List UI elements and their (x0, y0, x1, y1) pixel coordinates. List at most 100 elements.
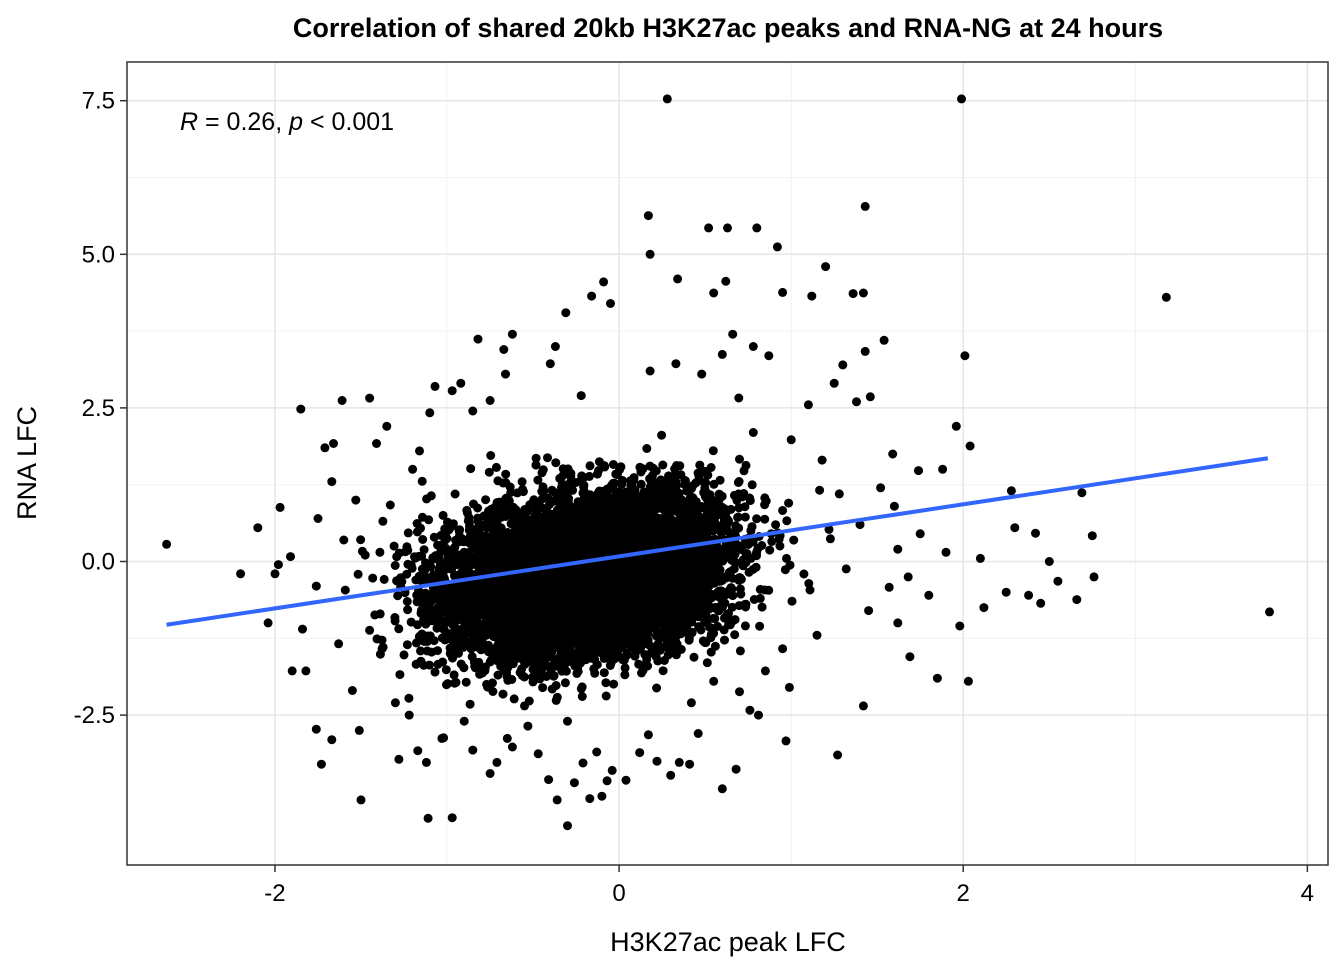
data-point (481, 495, 491, 505)
data-point (450, 678, 460, 688)
data-point (700, 466, 710, 476)
data-point (562, 491, 572, 501)
data-point (421, 558, 430, 568)
data-point (757, 602, 767, 612)
data-point (657, 430, 667, 440)
data-point (671, 469, 680, 479)
data-point (533, 475, 543, 485)
data-point (521, 525, 531, 535)
data-point (537, 487, 547, 496)
data-point (533, 520, 543, 530)
data-point (740, 621, 750, 631)
data-point (709, 479, 719, 489)
data-point (443, 679, 453, 689)
data-point (691, 478, 701, 488)
data-point (402, 569, 412, 579)
data-point (438, 510, 448, 520)
data-point (714, 495, 724, 505)
data-point (753, 543, 763, 553)
data-point (676, 498, 686, 508)
data-point (647, 471, 657, 481)
data-point (747, 537, 757, 547)
data-point (449, 670, 459, 680)
data-point (506, 488, 516, 497)
data-point (394, 624, 404, 634)
chart-title: Correlation of shared 20kb H3K27ac peaks… (293, 13, 1163, 43)
data-point (555, 532, 565, 542)
data-point (517, 477, 527, 487)
data-point (664, 471, 673, 481)
data-point (761, 496, 771, 506)
data-point (492, 518, 502, 528)
data-point (547, 485, 557, 495)
data-point (726, 554, 736, 564)
data-point (566, 471, 576, 481)
data-point (491, 462, 501, 472)
data-point (416, 523, 425, 533)
data-point (728, 573, 738, 583)
data-point (390, 613, 400, 622)
data-point (551, 695, 561, 705)
data-point (543, 519, 553, 529)
data-point (719, 514, 729, 524)
data-point (705, 490, 715, 500)
data-point (695, 534, 705, 544)
data-point (512, 528, 522, 538)
data-point (641, 507, 651, 517)
data-point (765, 545, 775, 555)
data-point (718, 553, 728, 563)
data-point (561, 517, 571, 527)
data-point (403, 605, 413, 615)
data-point (658, 460, 668, 470)
data-point (563, 464, 573, 474)
data-point (395, 670, 405, 680)
data-point (486, 451, 496, 460)
data-point (580, 497, 590, 507)
data-point (429, 587, 439, 597)
data-point (418, 535, 428, 544)
data-point (467, 652, 477, 662)
data-point (695, 460, 705, 470)
data-point (676, 514, 686, 524)
data-point (650, 525, 660, 535)
data-point (739, 466, 749, 476)
data-point (509, 694, 519, 704)
data-point (608, 460, 618, 469)
data-point (538, 465, 548, 475)
data-point (731, 521, 741, 531)
data-point (543, 453, 552, 463)
data-point (594, 486, 604, 496)
data-point (785, 560, 795, 570)
data-point (433, 659, 443, 669)
data-point (501, 469, 511, 479)
data-point (645, 461, 655, 471)
data-point (694, 503, 704, 513)
data-point (609, 509, 618, 519)
data-point (703, 504, 713, 514)
data-point (708, 446, 718, 456)
data-point (444, 525, 454, 535)
data-point (531, 453, 541, 463)
data-point (587, 494, 597, 504)
data-point (466, 464, 476, 474)
data-point (775, 541, 785, 551)
data-point (784, 498, 794, 508)
data-point (538, 683, 548, 693)
data-point (427, 647, 437, 657)
data-point (735, 454, 744, 464)
data-point (620, 515, 630, 525)
data-point (629, 475, 639, 485)
data-point (532, 507, 542, 517)
data-point (531, 460, 541, 470)
data-point (747, 480, 757, 490)
data-point (668, 500, 678, 510)
data-point (782, 516, 792, 526)
data-point (499, 548, 509, 558)
data-point (824, 524, 834, 534)
data-point (632, 527, 642, 537)
data-point (608, 478, 618, 488)
data-point (760, 585, 770, 595)
data-point (718, 522, 728, 532)
data-point (389, 541, 399, 551)
